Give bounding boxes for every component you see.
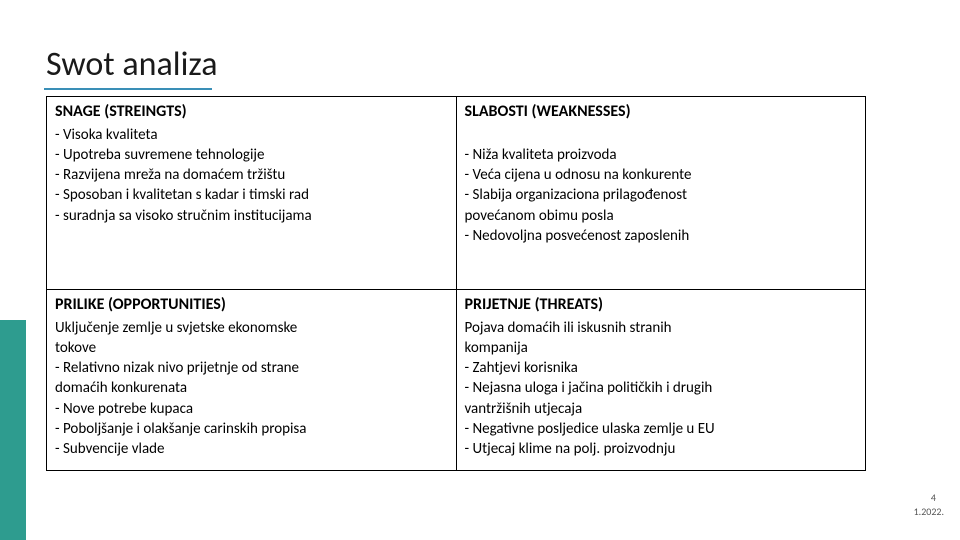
- weaknesses-head: SLABOSTI (WEAKNESSES): [465, 101, 858, 123]
- page-title: Swot analiza: [46, 44, 218, 85]
- text-line: Uključenje zemlje u svjetske ekonomske: [55, 318, 448, 338]
- text-line: - Nejasna uloga i jačina političkih i dr…: [465, 378, 858, 398]
- opportunities-body: Uključenje zemlje u svjetske ekonomsketo…: [55, 318, 448, 460]
- text-line: - Razvijena mreža na domaćem tržištu: [55, 165, 448, 185]
- text-line: - Nove potrebe kupaca: [55, 399, 448, 419]
- weaknesses-body: - Niža kvaliteta proizvoda- Veća cijena …: [465, 125, 858, 247]
- threats-body: Pojava domaćih ili iskusnih stranih komp…: [465, 318, 858, 460]
- text-line: - Niža kvaliteta proizvoda: [465, 145, 858, 165]
- footer-date: 1.2022.: [914, 505, 944, 518]
- text-line: Pojava domaćih ili iskusnih stranih: [465, 318, 858, 338]
- text-line: povećanom obimu posla: [465, 206, 858, 226]
- text-line: - Relativno nizak nivo prijetnje od stra…: [55, 358, 448, 378]
- text-line: - Nedovoljna posvećenost zaposlenih: [465, 226, 858, 246]
- text-line: tokove: [55, 338, 448, 358]
- footer-num: 4: [931, 491, 936, 504]
- text-line: - suradnja sa visoko stručnim institucij…: [55, 206, 448, 226]
- text-line: - Upotreba suvremene tehnologije: [55, 145, 448, 165]
- threats-head: PRIJETNJE (THREATS): [465, 294, 858, 316]
- cell-opportunities: PRILIKE (OPPORTUNITIES) Uključenje zemlj…: [47, 290, 457, 471]
- text-line: - Negativne posljedice ulaska zemlje u E…: [465, 419, 858, 439]
- text-line: kompanija: [465, 338, 858, 358]
- swot-table: SNAGE (STREINGTS) - Visoka kvaliteta- Up…: [46, 96, 866, 471]
- title-underline: [44, 88, 212, 90]
- accent-bar: [0, 320, 26, 540]
- text-line: [465, 125, 858, 145]
- text-line: - Zahtjevi korisnika: [465, 358, 858, 378]
- text-line: - Visoka kvaliteta: [55, 125, 448, 145]
- cell-strengths: SNAGE (STREINGTS) - Visoka kvaliteta- Up…: [47, 97, 457, 290]
- strengths-head: SNAGE (STREINGTS): [55, 101, 448, 123]
- text-line: - Veća cijena u odnosu na konkurente: [465, 165, 858, 185]
- cell-weaknesses: SLABOSTI (WEAKNESSES) - Niža kvaliteta p…: [456, 97, 866, 290]
- cell-threats: PRIJETNJE (THREATS) Pojava domaćih ili i…: [456, 290, 866, 471]
- text-line: - Poboljšanje i olakšanje carinskih prop…: [55, 419, 448, 439]
- opportunities-head: PRILIKE (OPPORTUNITIES): [55, 294, 448, 316]
- strengths-body: - Visoka kvaliteta- Upotreba suvremene t…: [55, 125, 448, 226]
- text-line: - Subvencije vlade: [55, 439, 448, 459]
- text-line: - Sposoban i kvalitetan s kadar i timski…: [55, 185, 448, 205]
- text-line: domaćih konkurenata: [55, 378, 448, 398]
- text-line: - Utjecaj klime na polj. proizvodnju: [465, 439, 858, 459]
- text-line: vantržišnih utjecaja: [465, 399, 858, 419]
- text-line: - Slabija organizaciona prilagođenost: [465, 185, 858, 205]
